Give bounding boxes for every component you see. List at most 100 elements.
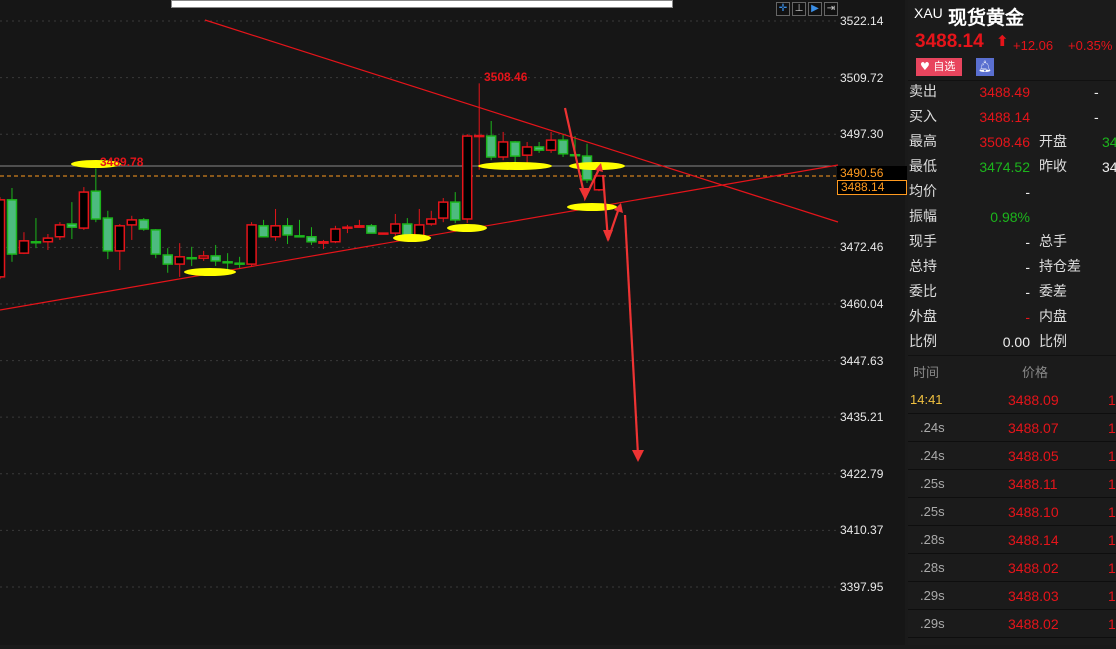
quote-row: 最高 3508.46 开盘 34 [908, 130, 1116, 155]
tick-time: .28s [920, 560, 945, 575]
play-icon[interactable]: ▶ [808, 2, 822, 16]
watchlist-button[interactable]: ♥ 自选 [916, 58, 962, 76]
quote-row: 卖出 3488.49 - [908, 80, 1116, 105]
quote-row: 现手 - 总手 [908, 230, 1116, 255]
y-axis-tick-label: 3447.63 [840, 353, 884, 368]
highlight-marker [393, 234, 431, 242]
top-input-box[interactable] [171, 0, 673, 8]
tick-price: 3488.02 [1008, 616, 1059, 632]
candle-body [342, 226, 353, 229]
candle-body [533, 146, 545, 151]
candle-body [330, 228, 341, 243]
candle-body [90, 190, 102, 220]
candle-body [449, 201, 461, 221]
y-axis-tick-label: 3397.95 [840, 580, 884, 594]
tick-row: .24s 3488.05 1 [908, 442, 1116, 470]
tick-price: 3488.09 [1008, 392, 1059, 408]
quote-volume: - [1094, 84, 1099, 100]
candle-body [354, 225, 365, 228]
quote-value: - [1025, 184, 1030, 200]
quote-label: 比例 [909, 334, 937, 350]
quote-label: 最低 [909, 159, 937, 175]
candle-body [234, 262, 245, 265]
candle-body [318, 241, 329, 244]
candle-body [246, 224, 257, 265]
candle-body [150, 229, 161, 255]
candle-body [485, 135, 497, 158]
last-price-label: 3488.14 [837, 180, 907, 195]
tick-row: .25s 3488.10 1 [908, 498, 1116, 526]
tick-price: 3488.10 [1008, 504, 1059, 520]
tick-row: .28s 3488.02 1 [908, 554, 1116, 582]
tick-price: 3488.11 [1008, 476, 1058, 492]
highlight-marker [478, 162, 552, 170]
bell-icon[interactable]: 🔔︎ [976, 58, 994, 76]
quote-value-2: 34 [1102, 159, 1116, 175]
candle-body [545, 139, 557, 151]
candle-body [66, 223, 78, 228]
tick-price: 3488.02 [1008, 560, 1059, 576]
quote-volume: - [1094, 109, 1099, 125]
quote-value: 3474.52 [979, 159, 1030, 175]
candle-body [378, 232, 389, 235]
candle-body [306, 236, 317, 243]
candle-body [30, 241, 42, 244]
candle-body [6, 199, 18, 255]
tick-time: .25s [920, 504, 945, 519]
quote-value: - [1025, 259, 1030, 275]
quote-value-2: 34 [1102, 134, 1116, 150]
crosshair-icon[interactable]: ✛ [776, 2, 790, 16]
candle-body [509, 141, 521, 157]
candle-body [521, 146, 533, 156]
quote-label: 最高 [909, 134, 937, 150]
y-axis-tick-label: 3422.79 [840, 466, 884, 481]
prev-high-annotation: 3489.78 [100, 155, 144, 169]
tick-price: 3488.03 [1008, 588, 1059, 604]
watchlist-label: 自选 [933, 60, 956, 73]
quote-value: 3488.14 [979, 109, 1030, 125]
tick-price: 3488.05 [1008, 448, 1059, 464]
quote-row: 买入 3488.14 - [908, 105, 1116, 130]
candle-body [557, 139, 569, 155]
candle-body [461, 135, 473, 220]
y-axis-tick-label: 3472.46 [840, 240, 884, 255]
right-edge-icon[interactable]: ⇥ [824, 2, 838, 16]
candle-body [270, 225, 281, 238]
chart-canvas[interactable] [0, 0, 907, 645]
candle-body [198, 255, 209, 259]
y-axis-tick-label: 3410.37 [840, 523, 884, 538]
candle-body [210, 255, 221, 262]
tick-time: .28s [920, 532, 945, 547]
symbol-name: 现货黄金 [948, 7, 1025, 29]
quote-row: 比例 0.00 比例 [908, 330, 1116, 355]
tick-row: .29s 3488.02 1 [908, 610, 1116, 638]
range-icon[interactable]: ⊥ [792, 2, 806, 16]
candle-body [222, 261, 233, 264]
candlestick-chart[interactable]: ✛ ⊥ ▶ ⇥ 3522.14 3509.72 3497.30 3472.46 3460… [0, 0, 907, 645]
quote-row: 总持 - 持仓差 [908, 255, 1116, 280]
quote-label: 总持 [909, 259, 937, 275]
candle-body [473, 134, 485, 138]
tick-volume: 1 [1108, 504, 1116, 520]
quote-label-2: 总手 [1039, 234, 1067, 250]
candle-body [54, 224, 66, 238]
ticks-header-time: 时间 [913, 366, 940, 381]
tick-row: .25s 3488.11 1 [908, 470, 1116, 498]
tick-row: .24s 3488.07 1 [908, 414, 1116, 442]
candle-body [162, 254, 173, 265]
tick-time: .29s [920, 588, 945, 603]
ticks-header-price: 价格 [1022, 366, 1049, 381]
quote-label-2: 内盘 [1039, 309, 1067, 325]
candle-body [78, 191, 90, 229]
quote-label: 现手 [909, 234, 937, 250]
quote-value: 0.98% [990, 209, 1030, 225]
quote-label-2: 委差 [1039, 284, 1067, 300]
quote-value: - [1025, 234, 1030, 250]
y-axis-tick-label: 3522.14 [840, 14, 884, 28]
tick-row: .29s 3488.03 1 [908, 582, 1116, 610]
candle-body [438, 201, 449, 219]
quote-row: 均价 - [908, 180, 1116, 205]
tick-volume: 1 [1108, 532, 1116, 548]
high-annotation: 3508.46 [484, 70, 528, 84]
quote-row: 振幅 0.98% [908, 205, 1116, 230]
